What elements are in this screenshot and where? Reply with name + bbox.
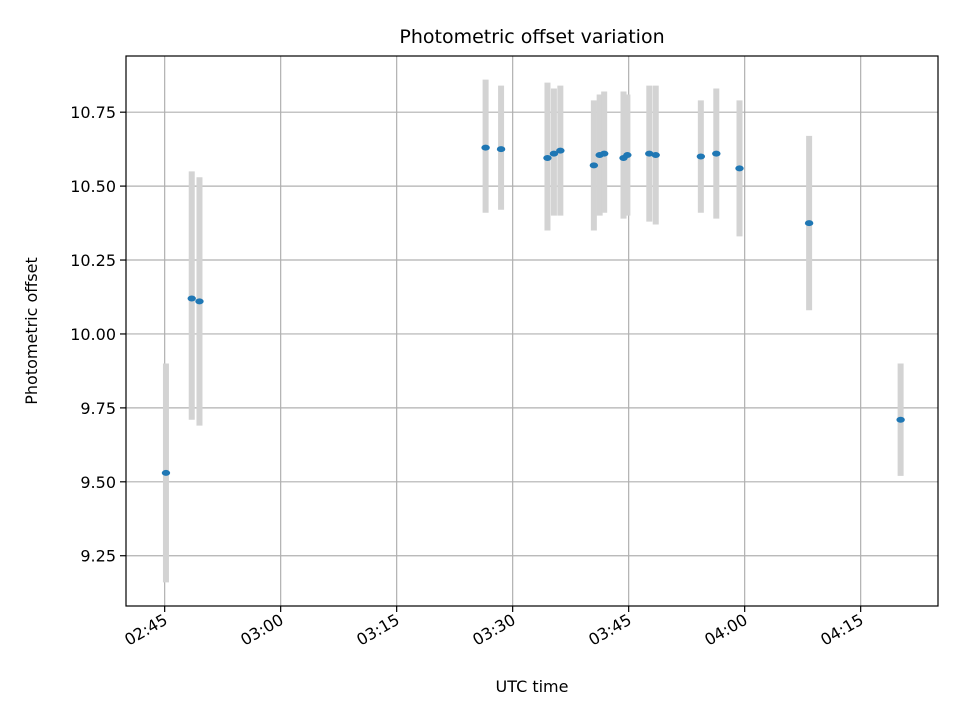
- data-point: [496, 146, 506, 153]
- data-point: [187, 295, 196, 302]
- data-point: [896, 416, 905, 423]
- point-layer: [161, 144, 905, 476]
- data-point: [589, 162, 599, 169]
- data-point: [735, 165, 744, 172]
- chart-title: Photometric offset variation: [399, 26, 664, 48]
- data-point: [804, 220, 814, 227]
- y-tick-label: 10.75: [70, 103, 116, 122]
- data-point: [195, 298, 204, 305]
- grid-layer: [126, 56, 938, 606]
- data-point: [712, 150, 721, 157]
- data-point: [549, 150, 559, 157]
- y-tick-label: 10.50: [70, 177, 116, 196]
- y-tick-label: 9.25: [80, 547, 116, 566]
- data-point: [161, 469, 171, 476]
- y-tick-label: 10.25: [70, 251, 116, 270]
- plot-area-frame: [125, 55, 939, 607]
- x-axis-label: UTC time: [496, 677, 569, 696]
- data-point: [645, 150, 654, 157]
- y-tick-label: 9.75: [80, 399, 116, 418]
- data-point: [481, 144, 490, 151]
- data-point: [543, 155, 552, 162]
- data-point: [599, 150, 609, 157]
- data-point: [623, 152, 632, 159]
- y-axis-label: Photometric offset: [22, 257, 41, 405]
- data-point: [651, 152, 660, 159]
- y-tick-label: 10.00: [70, 325, 116, 344]
- data-point: [556, 147, 565, 154]
- data-point: [696, 153, 706, 160]
- y-tick-label: 9.50: [80, 473, 116, 492]
